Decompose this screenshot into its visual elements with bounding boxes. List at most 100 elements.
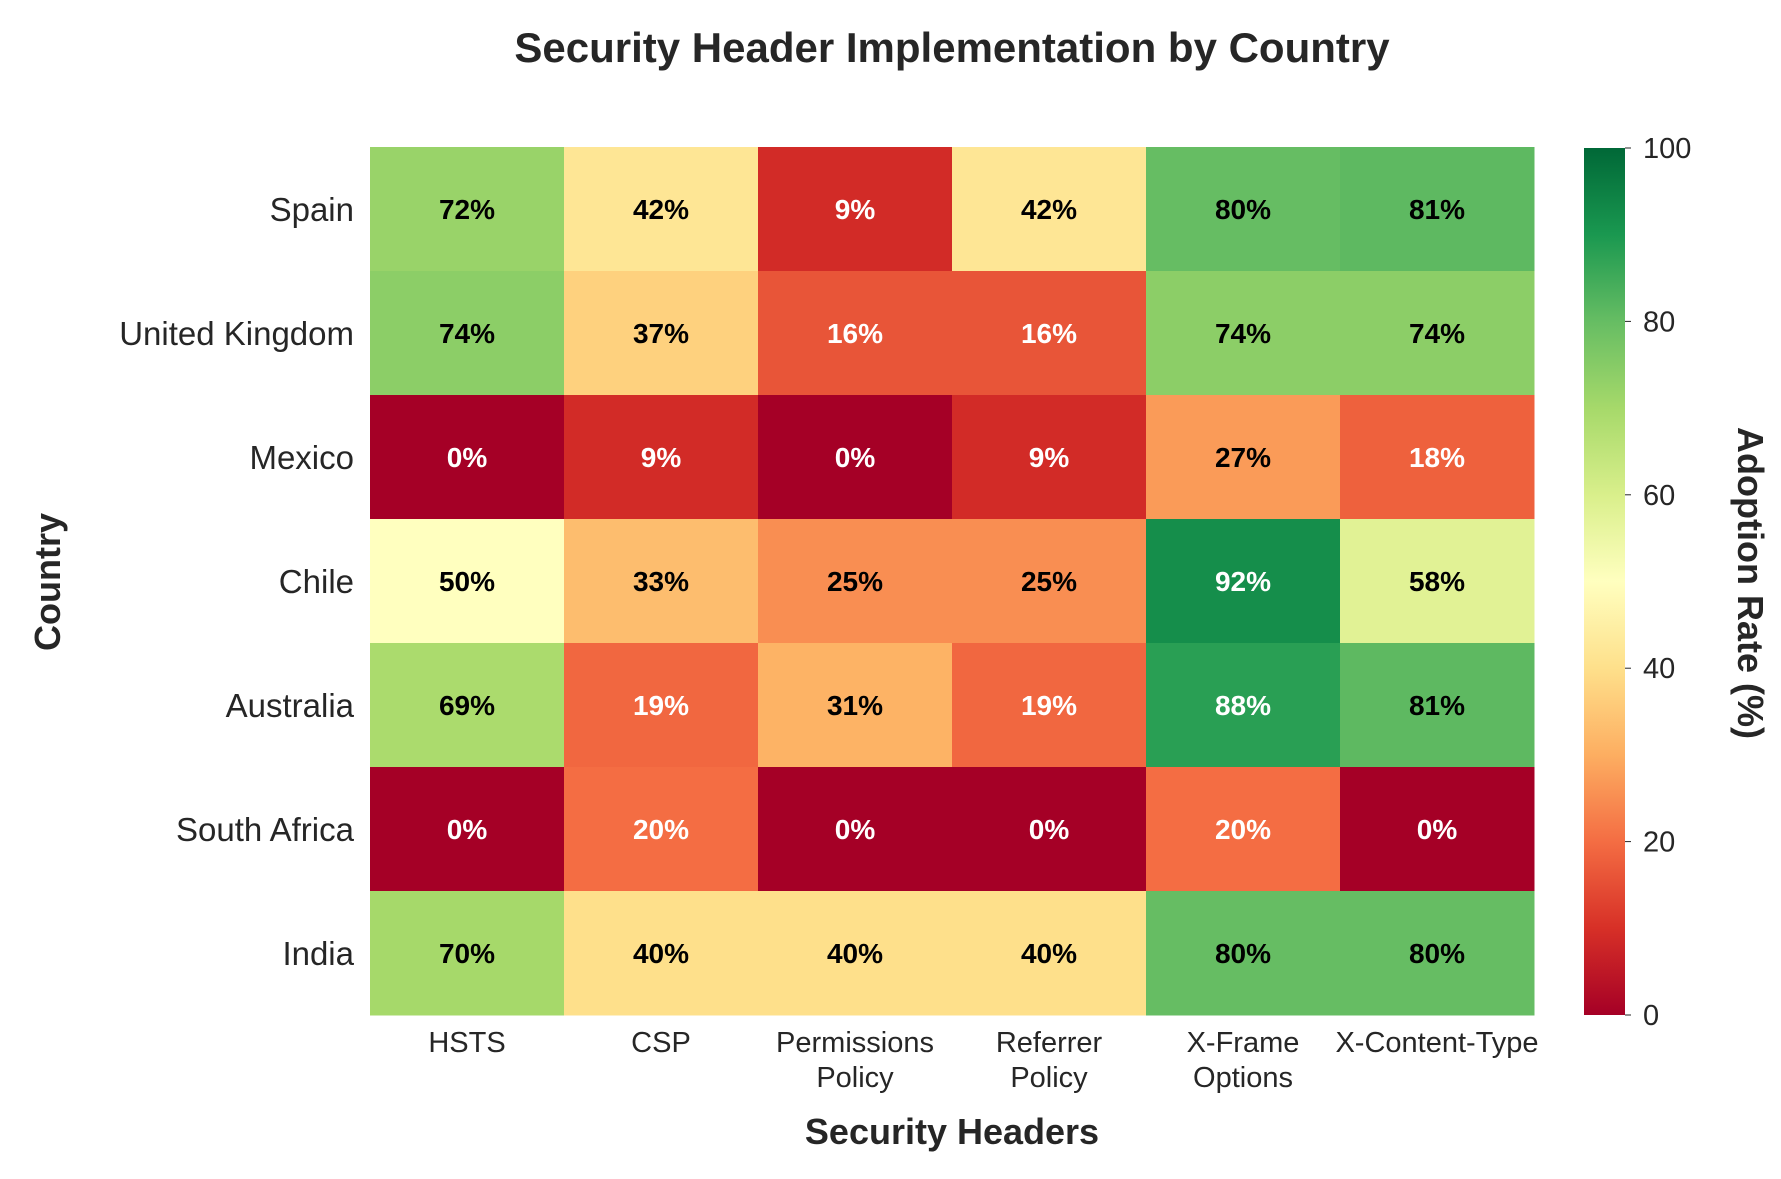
- heatmap-cell: [370, 395, 565, 520]
- x-tick-label: Referrer Policy: [996, 1027, 1103, 1094]
- cell-value-label: 88%: [1215, 690, 1271, 721]
- colorbar-title: Adoption Rate (%): [1730, 427, 1771, 739]
- x-tick-label: HSTS: [428, 1027, 505, 1059]
- heatmap-cell: [1146, 271, 1341, 396]
- heatmap-cell: [758, 271, 953, 396]
- cell-value-label: 69%: [439, 690, 495, 721]
- heatmap-cell: [564, 271, 759, 396]
- heatmap-cell: [1340, 767, 1535, 892]
- colorbar-tick-label: 40: [1643, 653, 1675, 685]
- cell-value-label: 25%: [1021, 566, 1077, 597]
- heatmap-cell: [952, 147, 1147, 272]
- y-axis-title: Country: [27, 513, 68, 651]
- heatmap-cell: [1146, 643, 1341, 768]
- heatmap-cell: [370, 271, 565, 396]
- heatmap-cell: [758, 767, 953, 892]
- heatmap-cell: [370, 519, 565, 644]
- heatmap-cell: [1340, 519, 1535, 644]
- y-tick-label: United Kingdom: [119, 315, 354, 352]
- heatmap-cell: [370, 767, 565, 892]
- cell-value-label: 40%: [633, 938, 689, 969]
- y-tick-labels: Spain United Kingdom Mexico Chile Australia S…: [119, 191, 354, 972]
- x-axis-title: Security Headers: [805, 1111, 1099, 1152]
- heatmap-cell: [952, 767, 1147, 892]
- chart-title: Security Header Implementation by Countr…: [514, 24, 1390, 71]
- cell-value-label: 92%: [1215, 566, 1271, 597]
- heatmap-cell: [1146, 395, 1341, 520]
- colorbar-tick-label: 60: [1643, 480, 1675, 512]
- cell-value-label: 72%: [439, 194, 495, 225]
- heatmap-cell: [952, 519, 1147, 644]
- cell-value-label: 0%: [835, 814, 876, 845]
- cell-value-label: 58%: [1409, 566, 1465, 597]
- cell-value-label: 9%: [1029, 442, 1070, 473]
- colorbar-tick-label: 80: [1643, 306, 1675, 338]
- cell-value-label: 9%: [835, 194, 876, 225]
- cell-value-label: 0%: [1417, 814, 1458, 845]
- cell-value-label: 0%: [835, 442, 876, 473]
- heatmap-cell: [952, 395, 1147, 520]
- heatmap-cell: [1340, 271, 1535, 396]
- heatmap-cell: [758, 395, 953, 520]
- heatmap-cell: [952, 643, 1147, 768]
- cell-value-label: 27%: [1215, 442, 1271, 473]
- y-tick-label: Mexico: [249, 439, 354, 476]
- cell-value-label: 81%: [1409, 690, 1465, 721]
- x-tick-label: X-Frame Options: [1187, 1027, 1300, 1094]
- cell-value-label: 25%: [827, 566, 883, 597]
- cell-value-label: 80%: [1215, 194, 1271, 225]
- x-tick-label: CSP: [631, 1027, 691, 1059]
- heatmap-cell: [564, 395, 759, 520]
- cell-value-label: 37%: [633, 318, 689, 349]
- heatmap-cell: [758, 643, 953, 768]
- y-tick-label: Spain: [270, 191, 354, 228]
- cell-value-label: 0%: [1029, 814, 1070, 845]
- cell-value-label: 42%: [1021, 194, 1077, 225]
- cell-value-label: 0%: [447, 442, 488, 473]
- x-tick-label: X-Content-Type: [1335, 1027, 1538, 1059]
- heatmap-cell: [370, 147, 565, 272]
- y-tick-label: South Africa: [176, 811, 355, 848]
- y-tick-label: Chile: [279, 563, 354, 600]
- cell-value-label: 16%: [1021, 318, 1077, 349]
- cell-value-label: 74%: [1215, 318, 1271, 349]
- colorbar-tick-label: 20: [1643, 827, 1675, 859]
- y-tick-label: India: [282, 935, 354, 972]
- colorbar-gradient: [1584, 148, 1625, 1015]
- heatmap-cell: [1146, 147, 1341, 272]
- heatmap-cell: [1340, 147, 1535, 272]
- heatmap-cell: [758, 891, 953, 1016]
- heatmap-cells: 72% 42% 9% 42% 80% 81% 74% 37% 16% 16% 74% 74% 0% 9% 0…: [370, 147, 1535, 1016]
- cell-value-label: 42%: [633, 194, 689, 225]
- heatmap-cell: [1146, 891, 1341, 1016]
- heatmap-cell: [758, 519, 953, 644]
- cell-value-label: 50%: [439, 566, 495, 597]
- cell-value-label: 70%: [439, 938, 495, 969]
- heatmap-cell: [1146, 767, 1341, 892]
- heatmap-cell: [1340, 891, 1535, 1016]
- x-tick-label: Permissions Policy: [776, 1027, 934, 1094]
- heatmap-cell: [952, 271, 1147, 396]
- heatmap-cell: [1340, 643, 1535, 768]
- cell-value-label: 33%: [633, 566, 689, 597]
- cell-value-label: 80%: [1409, 938, 1465, 969]
- heatmap-cell: [1146, 519, 1341, 644]
- cell-value-label: 81%: [1409, 194, 1465, 225]
- colorbar-tick-label: 100: [1643, 133, 1691, 165]
- cell-value-label: 74%: [1409, 318, 1465, 349]
- cell-value-label: 19%: [633, 690, 689, 721]
- cell-value-label: 80%: [1215, 938, 1271, 969]
- cell-value-label: 18%: [1409, 442, 1465, 473]
- cell-value-label: 19%: [1021, 690, 1077, 721]
- heatmap-cell: [564, 519, 759, 644]
- heatmap-cell: [1340, 395, 1535, 520]
- heatmap-cell: [564, 891, 759, 1016]
- heatmap-cell: [370, 891, 565, 1016]
- y-tick-label: Australia: [226, 687, 355, 724]
- heatmap-cell: [564, 767, 759, 892]
- cell-value-label: 40%: [1021, 938, 1077, 969]
- heatmap-cell: [952, 891, 1147, 1016]
- cell-value-label: 16%: [827, 318, 883, 349]
